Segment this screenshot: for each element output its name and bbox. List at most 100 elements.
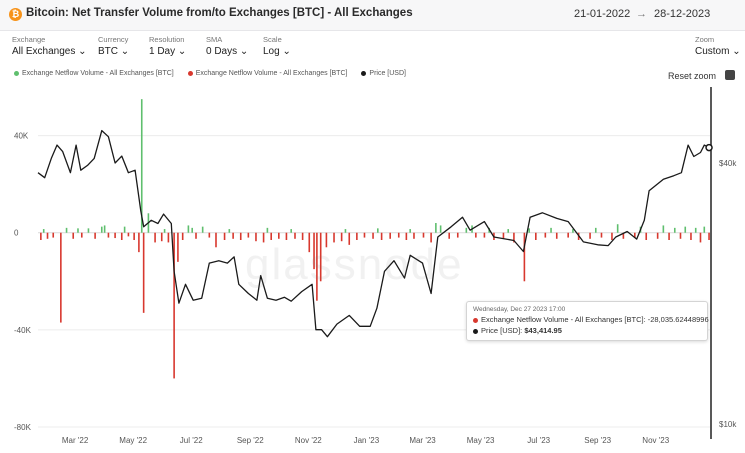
legend-item-inflow[interactable]: Exchange Netflow Volume - All Exchanges … (14, 70, 174, 77)
outflow-bar (316, 232, 318, 301)
outflow-bar (160, 232, 163, 242)
outflow-bar (313, 232, 315, 270)
outflow-bar (167, 232, 170, 243)
inflow-bar (201, 226, 204, 233)
watermark: glassnode (245, 240, 464, 289)
tooltip-price-value: $43,414.95 (524, 326, 562, 335)
date-from[interactable]: 21-01-2022 (574, 8, 631, 20)
currency-label: Currency (98, 35, 129, 44)
price-marker (705, 143, 713, 152)
outflow-bar (52, 232, 55, 238)
zoom-label: Zoom (695, 35, 715, 44)
outflow-bar (120, 232, 123, 240)
outflow-bar (215, 232, 217, 248)
outflow-bar (114, 232, 116, 239)
inflow-bar (694, 227, 697, 233)
outflow-bar (668, 232, 670, 240)
outflow-bar (622, 232, 625, 239)
legend-label-inflow: Exchange Netflow Volume - All Exchanges … (22, 70, 174, 77)
outflow-bar (278, 232, 280, 239)
netflow-chart: 40K 0 -40K -80K $40k $10k Mar '22 May '22 Jul '2… (14, 87, 737, 445)
outflow-bar (138, 232, 140, 253)
scale-label: Scale (263, 35, 282, 44)
outflow-bar (475, 232, 477, 238)
outflow-bar (255, 232, 257, 242)
outflow-bar (60, 232, 62, 323)
tooltip-date: Wednesday, Dec 27 2023 17:00 (473, 306, 566, 313)
x-tick-label: May '22 (119, 436, 147, 445)
sma-value: 0 Days (206, 46, 238, 57)
green-dot-icon (14, 70, 19, 76)
zoom-select[interactable]: Zoom Custom ⌄ (695, 35, 741, 57)
chart-legend: Exchange Netflow Volume - All Exchanges … (14, 70, 418, 77)
outflow-bar (380, 232, 383, 240)
outflow-bar (555, 232, 558, 239)
inflow-bar (100, 226, 103, 233)
x-tick-label: Nov '22 (295, 436, 322, 445)
outflow-bar (107, 232, 110, 238)
chevron-down-icon: ⌄ (239, 46, 249, 57)
reset-zoom-button[interactable]: Reset zoom (668, 71, 717, 81)
outflow-bar (645, 232, 648, 240)
x-tick-label: May '23 (467, 436, 495, 445)
chevron-down-icon: ⌄ (282, 46, 291, 57)
inflow-bar (344, 229, 347, 233)
exchange-select[interactable]: Exchange All Exchanges ⌄ (12, 35, 87, 57)
outflow-bar (422, 232, 425, 238)
legend-item-price[interactable]: Price [USD] (361, 70, 406, 77)
inflow-bar (550, 227, 552, 233)
outflow-bar (308, 232, 311, 253)
outflow-bar (372, 232, 374, 239)
outflow-bar (544, 232, 547, 238)
outflow-bar (389, 232, 391, 239)
chevron-down-icon: ⌄ (177, 46, 187, 57)
inflow-bar (673, 227, 676, 233)
outflow-bar (356, 232, 358, 240)
inflow-bar (465, 227, 468, 233)
resolution-value: 1 Day (149, 46, 176, 57)
outflow-bar (72, 232, 75, 239)
outflow-bar (173, 232, 175, 379)
resolution-select[interactable]: Resolution 1 Day ⌄ (149, 35, 186, 57)
inflow-bar (409, 229, 411, 233)
exchange-label: Exchange (12, 35, 46, 44)
bitcoin-logo-icon: ₿ (9, 8, 22, 21)
inflow-bar (187, 225, 190, 233)
y-tick-label: -40K (14, 326, 32, 335)
tooltip-price-label: Price [USD]: (481, 326, 525, 335)
black-dot-icon (473, 328, 478, 334)
legend-label-price: Price [USD] (369, 70, 406, 77)
y-tick-label: 0 (14, 229, 19, 238)
outflow-bar (483, 232, 486, 238)
sma-select[interactable]: SMA 0 Days ⌄ (206, 35, 248, 57)
chevron-down-icon: ⌄ (732, 46, 741, 57)
scale-select[interactable]: Scale Log ⌄ (263, 35, 291, 57)
right-tick-label: $40k (719, 159, 737, 168)
x-tick-label: Jul '22 (180, 436, 203, 445)
x-tick-label: Mar '22 (62, 436, 89, 445)
x-tick-label: Sep '23 (584, 436, 611, 445)
legend-label-outflow: Exchange Netflow Volume - All Exchanges … (195, 70, 348, 77)
inflow-bar (435, 223, 437, 233)
camera-icon[interactable] (725, 70, 735, 80)
outflow-bar (502, 232, 505, 239)
outflow-bar (333, 232, 335, 243)
outflow-bar (223, 232, 226, 240)
right-tick-label: $10k (719, 420, 737, 429)
tooltip-netflow-row: Exchange Netflow Volume - All Exchanges … (473, 315, 709, 324)
outflow-bar (127, 232, 130, 237)
outflow-bar (232, 232, 234, 239)
resolution-label: Resolution (149, 35, 185, 44)
outflow-bar (301, 232, 304, 240)
legend-item-outflow[interactable]: Exchange Netflow Volume - All Exchanges … (187, 70, 348, 77)
outflow-bar (154, 232, 156, 243)
currency-select[interactable]: Currency BTC ⌄ (98, 35, 129, 57)
scale-value: Log (263, 46, 280, 57)
zoom-value: Custom (695, 46, 730, 57)
tooltip-price-row: Price [USD]: $43,414.95 (473, 326, 562, 335)
outflow-bar (294, 232, 296, 239)
outflow-bar (195, 232, 197, 239)
outflow-bar (448, 232, 450, 239)
outflow-bar (679, 232, 682, 239)
date-to[interactable]: 28-12-2023 (654, 8, 711, 20)
